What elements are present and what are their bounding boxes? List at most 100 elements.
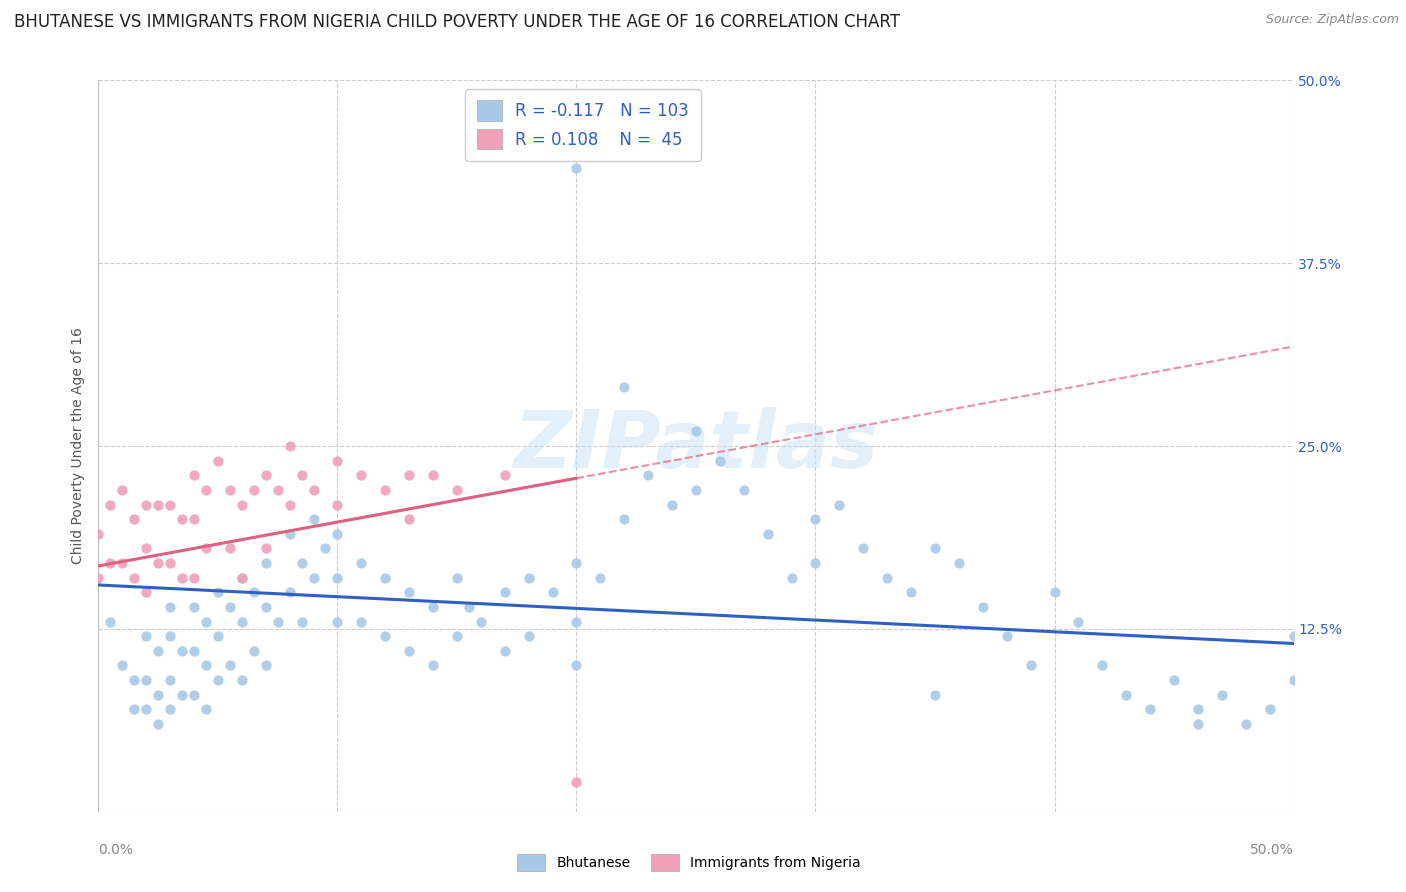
Point — [254, 541, 277, 556]
Point — [1163, 673, 1185, 687]
Point — [995, 629, 1018, 643]
Point — [231, 673, 253, 687]
Point — [1211, 688, 1233, 702]
Point — [494, 585, 516, 599]
Point — [183, 688, 205, 702]
Point — [194, 702, 218, 716]
Point — [135, 702, 157, 716]
Point — [172, 688, 194, 702]
Point — [135, 629, 157, 643]
Point — [231, 498, 253, 512]
Point — [124, 571, 146, 585]
Point — [565, 556, 588, 570]
Point — [1067, 615, 1090, 629]
Point — [231, 571, 253, 585]
Point — [398, 644, 420, 658]
Point — [278, 439, 301, 453]
Legend: R = -0.117   N = 103, R = 0.108    N =  45: R = -0.117 N = 103, R = 0.108 N = 45 — [465, 88, 700, 161]
Point — [494, 468, 516, 483]
Point — [924, 688, 946, 702]
Point — [326, 526, 349, 541]
Point — [494, 644, 516, 658]
Text: Source: ZipAtlas.com: Source: ZipAtlas.com — [1265, 13, 1399, 27]
Point — [291, 468, 314, 483]
Text: BHUTANESE VS IMMIGRANTS FROM NIGERIA CHILD POVERTY UNDER THE AGE OF 16 CORRELATI: BHUTANESE VS IMMIGRANTS FROM NIGERIA CHI… — [14, 13, 900, 31]
Point — [315, 541, 337, 556]
Point — [148, 498, 170, 512]
Point — [183, 644, 205, 658]
Point — [135, 498, 157, 512]
Point — [124, 702, 146, 716]
Point — [541, 585, 564, 599]
Point — [159, 702, 181, 716]
Point — [1139, 702, 1161, 716]
Point — [900, 585, 922, 599]
Point — [254, 599, 277, 614]
Point — [183, 599, 205, 614]
Point — [172, 644, 194, 658]
Point — [172, 571, 194, 585]
Point — [589, 571, 612, 585]
Point — [302, 571, 325, 585]
Point — [374, 483, 396, 497]
Point — [278, 585, 301, 599]
Point — [148, 717, 170, 731]
Point — [159, 498, 181, 512]
Point — [1019, 658, 1042, 673]
Point — [98, 556, 122, 570]
Point — [756, 526, 779, 541]
Point — [1187, 702, 1209, 716]
Point — [135, 541, 157, 556]
Point — [207, 673, 229, 687]
Point — [267, 483, 290, 497]
Point — [565, 161, 588, 175]
Point — [172, 512, 194, 526]
Point — [124, 512, 146, 526]
Point — [135, 673, 157, 687]
Point — [207, 453, 229, 467]
Point — [148, 644, 170, 658]
Point — [219, 658, 242, 673]
Point — [685, 425, 707, 439]
Point — [1258, 702, 1281, 716]
Point — [470, 615, 492, 629]
Point — [98, 498, 122, 512]
Point — [219, 599, 242, 614]
Point — [398, 512, 420, 526]
Point — [637, 468, 659, 483]
Point — [278, 526, 301, 541]
Point — [422, 599, 444, 614]
Point — [374, 571, 396, 585]
Point — [661, 498, 683, 512]
Point — [254, 468, 277, 483]
Point — [1043, 585, 1066, 599]
Point — [194, 615, 218, 629]
Point — [972, 599, 994, 614]
Point — [159, 673, 181, 687]
Point — [111, 658, 134, 673]
Point — [194, 658, 218, 673]
Point — [291, 556, 314, 570]
Point — [183, 512, 205, 526]
Text: ZIPatlas: ZIPatlas — [513, 407, 879, 485]
Point — [517, 629, 540, 643]
Point — [183, 571, 205, 585]
Point — [350, 468, 373, 483]
Point — [219, 541, 242, 556]
Point — [924, 541, 946, 556]
Point — [194, 483, 218, 497]
Point — [302, 483, 325, 497]
Point — [111, 556, 134, 570]
Point — [148, 556, 170, 570]
Point — [183, 468, 205, 483]
Point — [135, 585, 157, 599]
Point — [350, 615, 373, 629]
Point — [148, 688, 170, 702]
Point — [98, 615, 122, 629]
Point — [852, 541, 875, 556]
Point — [350, 556, 373, 570]
Point — [685, 483, 707, 497]
Point — [231, 571, 253, 585]
Point — [1282, 673, 1305, 687]
Point — [124, 673, 146, 687]
